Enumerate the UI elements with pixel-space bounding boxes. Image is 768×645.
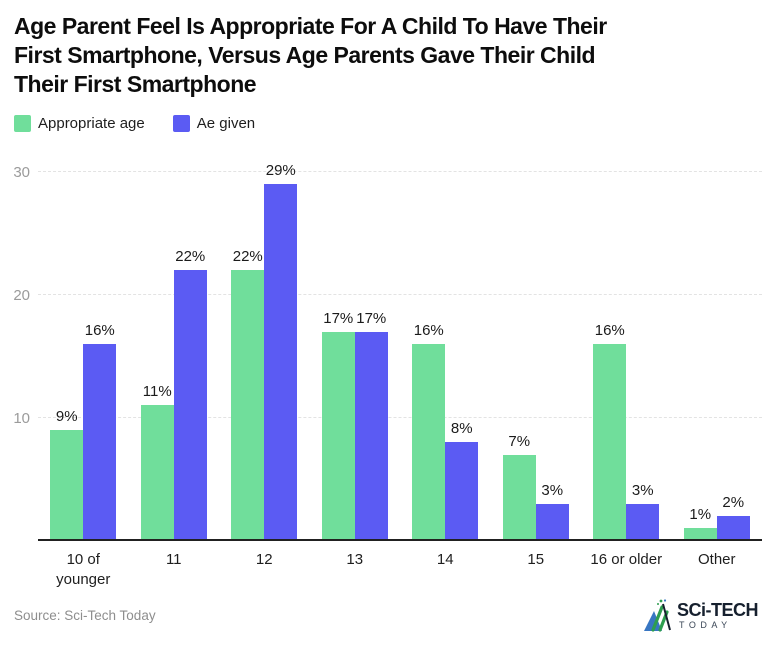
bar-group: 9% 16% (38, 160, 129, 541)
y-tick-label: 10 (13, 409, 30, 427)
x-tick-label: 10 of younger (56, 550, 111, 588)
bar-value-label: 17% (323, 309, 354, 327)
bar-ae-given: 3% (626, 482, 660, 541)
bar-value-label: 3% (631, 481, 654, 499)
bar-value-label: 29% (265, 161, 296, 179)
bar-ae-given: 16% (83, 322, 117, 541)
legend-label: Ae given (196, 114, 256, 132)
logo-subtitle: TODAY (679, 619, 732, 630)
bar-appropriate-age: 9% (50, 408, 84, 541)
sci-tech-logo: SCi-TECH TODAY (641, 598, 759, 632)
bar-value-label: 22% (232, 248, 263, 266)
bar-appropriate-age: 22% (231, 248, 265, 541)
legend: Appropriate age Ae given (14, 114, 768, 132)
bar-appropriate-age: 1% (683, 506, 717, 541)
bar-value-label: 2% (722, 494, 745, 512)
gridline-10 (38, 416, 762, 418)
x-axis-line (38, 538, 762, 541)
logo-title: SCi-TECH (677, 599, 759, 620)
x-axis-labels: 10 of younger 11 12 13 14 15 16 or older Other (38, 541, 762, 588)
bar-appropriate-age: 16% (593, 322, 627, 541)
bar-appropriate-age: 11% (140, 383, 174, 541)
logo-text: SCi-TECH TODAY (677, 599, 759, 630)
bars-container: 9% 16% 11% 22% 22% 29% 17% 17% 16% 8% 7% 3% 16% 3% 1% 2… (38, 160, 762, 541)
bar-ae-given: 29% (264, 162, 298, 541)
legend-swatch-purple (172, 114, 190, 132)
bar-value-label: 7% (508, 432, 531, 450)
x-tick-label: 11 (165, 550, 182, 568)
x-tick-label: 14 (436, 550, 454, 568)
legend-swatch-green (14, 114, 31, 132)
legend-label: Appropriate age (38, 114, 145, 132)
x-tick-label: 16 or older (590, 550, 663, 568)
bar-appropriate-age: 7% (502, 433, 536, 541)
bar-ae-given: 8% (445, 420, 479, 541)
legend-item-age-given: Ae given (172, 114, 256, 132)
footer: Source: Sci-Tech Today SCi-TECH TODAY (0, 593, 768, 637)
bar-value-label: 16% (84, 321, 115, 339)
bar-ae-given: 22% (173, 248, 207, 541)
bar-group: 7% 3% (491, 160, 582, 541)
source-text: Source: Sci-Tech Today (14, 607, 156, 623)
bar-ae-given: 3% (535, 482, 569, 541)
bar-group: 16% 8% (400, 160, 491, 541)
plot-area: 9% 16% 11% 22% 22% 29% 17% 17% 16% 8% 7% 3% 16% 3% 1% 2… (38, 160, 762, 541)
bar-group: 17% 17% (310, 160, 401, 541)
bar-appropriate-age: 17% (321, 310, 355, 541)
bar-value-label: 1% (689, 506, 712, 524)
bar-value-label: 16% (413, 321, 444, 339)
bar-appropriate-age: 16% (412, 322, 446, 541)
bar-group: 11% 22% (129, 160, 220, 541)
y-tick-label: 30 (13, 163, 30, 181)
x-tick-label: Other (697, 550, 736, 568)
bar-ae-given: 2% (716, 494, 750, 541)
sci-tech-logo-icon (644, 599, 671, 632)
bar-value-label: 3% (541, 481, 564, 499)
gridline-20 (38, 293, 762, 295)
bar-ae-given: 17% (354, 310, 388, 541)
bar-chart: 9% 16% 11% 22% 22% 29% 17% 17% 16% 8% 7% 3% 16% 3% 1% 2… (0, 146, 768, 588)
bar-group: 22% 29% (219, 160, 310, 541)
bar-value-label: 11% (142, 383, 172, 401)
bar-value-label: 8% (450, 420, 473, 438)
gridline-30 (38, 170, 762, 172)
legend-item-appropriate-age: Appropriate age (14, 114, 145, 132)
bar-value-label: 17% (356, 309, 387, 327)
x-tick-label: 15 (527, 550, 545, 568)
page-title: Age Parent Feel Is Appropriate For A Chi… (14, 13, 607, 98)
bar-group: 16% 3% (581, 160, 672, 541)
bar-group: 1% 2% (672, 160, 763, 541)
bar-value-label: 22% (175, 248, 206, 266)
x-tick-label: 12 (255, 550, 273, 568)
bar-value-label: 16% (594, 321, 625, 339)
bar-value-label: 9% (55, 407, 78, 425)
y-tick-label: 20 (13, 286, 30, 304)
x-tick-label: 13 (346, 550, 364, 568)
